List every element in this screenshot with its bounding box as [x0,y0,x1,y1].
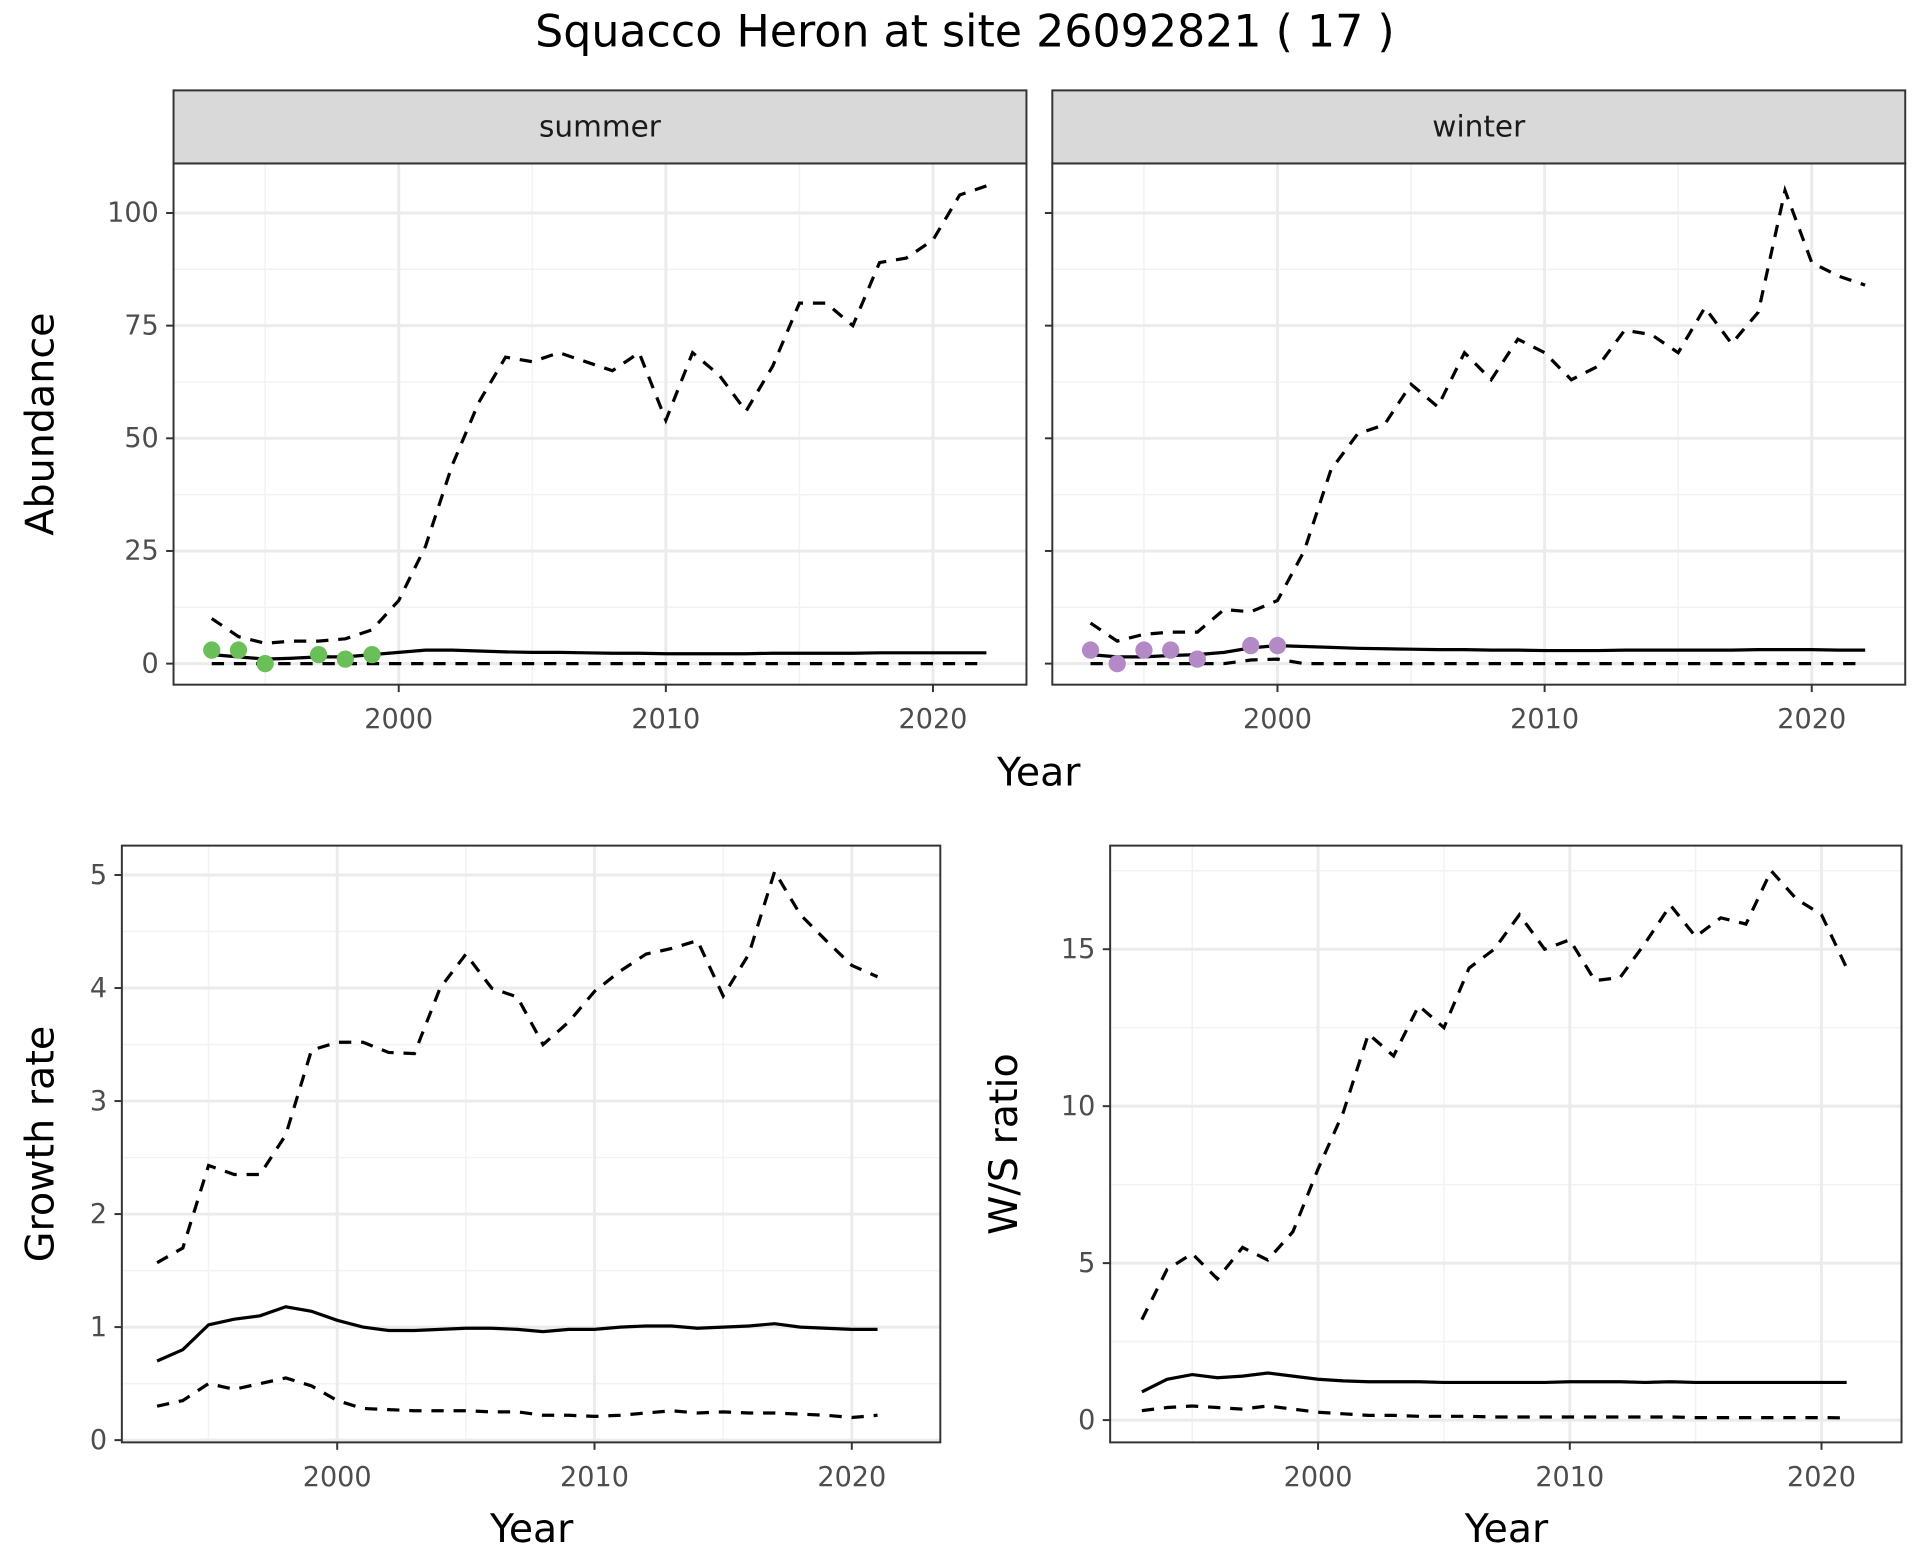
x-tick-label: 2010 [1510,704,1579,735]
x-tick-label: 2010 [560,1462,629,1493]
x-tick-label: 2010 [1535,1462,1604,1493]
y-tick-label: 0 [142,648,159,679]
data-point [1108,654,1126,673]
x-tick-label: 2020 [899,704,968,735]
strip [1051,89,1907,165]
x-axis-label: Year [489,1506,574,1552]
interval-line [156,867,879,1265]
y-tick-label: 2 [90,1199,107,1230]
interval-line [1090,657,1866,666]
y-tick-label: 5 [90,860,107,891]
x-tick-label: 2020 [1787,1462,1856,1493]
panel [173,163,1027,685]
data-point [1268,636,1287,655]
y-tick-label: 100 [107,198,159,229]
figure-title: Squacco Heron at site 26092821 ( 17 ) [535,7,1395,58]
interval-line [1140,867,1849,1321]
y-tick-label: 1 [90,1312,107,1343]
data-point [229,641,248,659]
mean-line [1090,643,1866,659]
data-point [336,650,354,668]
mean-line [1141,1371,1847,1394]
strip [172,89,1028,165]
panel-border [1109,844,1903,1444]
data-point [1162,641,1180,659]
y-tick-label: 50 [124,423,158,454]
y-tick-label: 10 [1061,1091,1095,1122]
strip-label: summer [539,110,662,144]
data-point [363,645,381,664]
interval-line [210,184,987,645]
x-tick-label: 2000 [1243,704,1312,735]
y-tick-label: 5 [1078,1248,1095,1279]
data-point [256,654,274,673]
panel [1052,163,1906,685]
data-point [1242,636,1260,655]
interval-line [1089,184,1866,643]
x-tick-label: 2020 [817,1462,886,1493]
panel-border [120,844,942,1444]
y-tick-label: 4 [90,973,107,1004]
data-point [203,641,221,659]
y-axis-label: Growth rate [18,1026,64,1262]
mean-line [156,1305,878,1363]
x-tick-label: 2000 [1284,1462,1353,1493]
data-point [309,645,328,664]
y-axis-label: W/S ratio [981,1053,1027,1235]
data-point [1188,650,1206,668]
interval-line [1141,1404,1847,1420]
x-tick-label: 2020 [1777,704,1846,735]
panel [121,845,941,1443]
x-axis-label: Year [1464,1506,1549,1552]
y-axis-label: Abundance [18,312,64,535]
panel [1110,845,1902,1443]
x-tick-label: 2000 [364,704,433,735]
y-tick-label: 0 [90,1425,107,1456]
strip-label: winter [1432,110,1526,144]
y-tick-label: 15 [1061,934,1095,965]
y-tick-label: 0 [1078,1405,1095,1436]
y-tick-label: 25 [124,536,158,567]
x-tick-label: 2010 [631,704,700,735]
y-tick-label: 75 [124,310,158,341]
x-tick-label: 2000 [303,1462,372,1493]
data-point [1081,641,1100,659]
y-tick-label: 3 [90,1086,107,1117]
x-axis-label: Year [996,749,1081,795]
data-point [1135,641,1153,659]
